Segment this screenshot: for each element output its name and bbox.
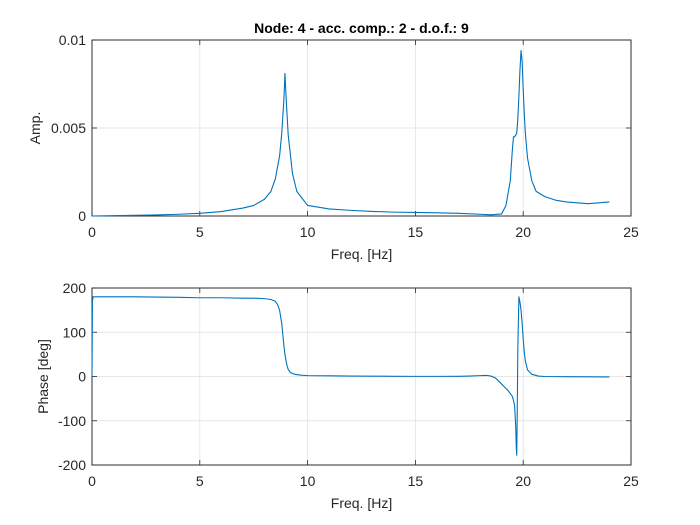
y-tick-label: 200 bbox=[63, 280, 87, 296]
series-line bbox=[91, 296, 610, 456]
x-tick-label: 25 bbox=[623, 224, 639, 240]
x-tick-label: 5 bbox=[196, 473, 204, 489]
y-tick-label: 0 bbox=[78, 208, 86, 224]
y-tick-label: 0.01 bbox=[59, 32, 86, 48]
y-tick-label: 0 bbox=[78, 369, 86, 385]
chart-title: Node: 4 - acc. comp.: 2 - d.o.f.: 9 bbox=[254, 20, 469, 36]
x-tick-label: 25 bbox=[623, 473, 639, 489]
y-tick-label: 0.005 bbox=[51, 120, 86, 136]
x-axis-label: Freq. [Hz] bbox=[331, 246, 392, 262]
x-tick-label: 20 bbox=[515, 224, 531, 240]
y-tick-label: -200 bbox=[58, 457, 86, 473]
series-line bbox=[91, 50, 610, 217]
x-tick-label: 20 bbox=[515, 473, 531, 489]
amplitude-axes: 0 5 10 15 20 25 0 0.005 0.01 Freq. [Hz] Amp. Node: … bbox=[27, 20, 639, 262]
x-tick-label: 10 bbox=[300, 224, 316, 240]
x-tick-label: 0 bbox=[88, 473, 96, 489]
phase-axes: 0 5 10 15 20 25 -200 -100 0 100 200 Freq. [Hz] Phase… bbox=[35, 280, 639, 511]
x-tick-label: 5 bbox=[196, 224, 204, 240]
x-tick-label: 0 bbox=[88, 224, 96, 240]
x-tick-label: 15 bbox=[408, 224, 424, 240]
y-tick-label: 100 bbox=[63, 324, 87, 340]
y-axis-label: Phase [deg] bbox=[35, 339, 51, 414]
y-tick-label: -100 bbox=[58, 413, 86, 429]
x-axis-label: Freq. [Hz] bbox=[331, 495, 392, 511]
y-axis-label: Amp. bbox=[27, 112, 43, 145]
x-tick-label: 15 bbox=[408, 473, 424, 489]
x-tick-label: 10 bbox=[300, 473, 316, 489]
